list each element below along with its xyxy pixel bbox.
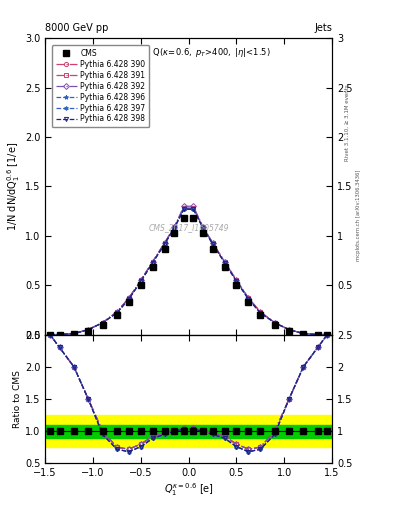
Text: 8000 GeV pp: 8000 GeV pp	[45, 23, 108, 33]
Bar	[45, 415, 332, 447]
Text: mcplots.cern.ch [arXiv:1306.3436]: mcplots.cern.ch [arXiv:1306.3436]	[356, 169, 361, 261]
X-axis label: $Q_1^{\kappa=0.6}$ [e]: $Q_1^{\kappa=0.6}$ [e]	[163, 481, 214, 498]
Bar	[45, 425, 332, 438]
Y-axis label: 1/N dN/dQ$_1^{0.6}$ [1/e]: 1/N dN/dQ$_1^{0.6}$ [1/e]	[5, 142, 22, 231]
Text: Jet Charge Q$(\kappa\!=\!0.6,\;p_T\!>\!400,\;|\eta|\!<\!1.5)$: Jet Charge Q$(\kappa\!=\!0.6,\;p_T\!>\!4…	[106, 46, 271, 59]
Legend: CMS, Pythia 6.428 390, Pythia 6.428 391, Pythia 6.428 392, Pythia 6.428 396, Pyt: CMS, Pythia 6.428 390, Pythia 6.428 391,…	[52, 45, 149, 127]
Text: CMS_2017_I1605749: CMS_2017_I1605749	[149, 223, 229, 232]
Text: Jets: Jets	[314, 23, 332, 33]
Y-axis label: Ratio to CMS: Ratio to CMS	[13, 370, 22, 428]
Text: Rivet 3.1.10, ≥ 3.1M events: Rivet 3.1.10, ≥ 3.1M events	[345, 84, 350, 161]
